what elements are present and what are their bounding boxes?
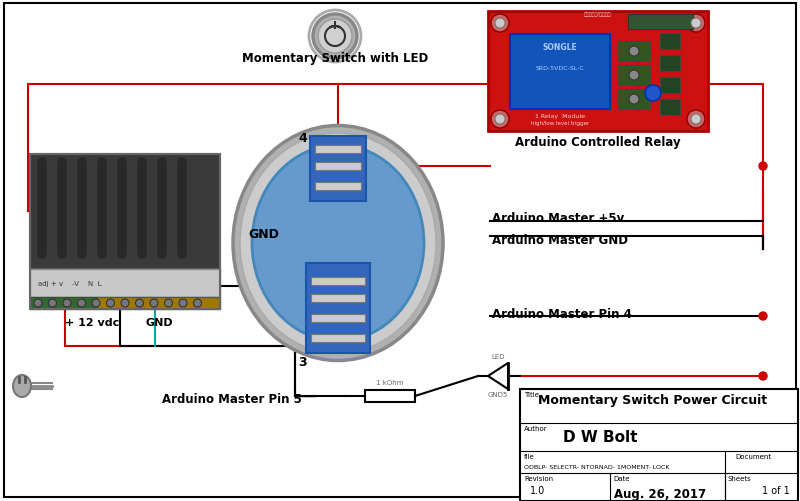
Bar [310,137,366,201]
Circle shape [629,47,639,57]
Circle shape [759,313,767,320]
Bar [488,12,708,132]
Text: adj + v    -V    N  L: adj + v -V N L [38,281,102,287]
Bar [311,295,365,303]
Bar [311,314,365,322]
Text: 4: 4 [298,132,306,145]
Text: Momentary Switch with LED: Momentary Switch with LED [242,52,428,65]
Text: Arduino Master Pin 5: Arduino Master Pin 5 [162,393,302,406]
Text: Sheets: Sheets [728,475,752,481]
Circle shape [135,300,143,308]
Bar [660,100,680,116]
Circle shape [629,71,639,81]
Bar [30,298,220,310]
Bar [660,78,680,94]
Text: SONGLE: SONGLE [542,43,578,52]
Text: GND: GND [145,317,173,327]
Bar [30,298,97,310]
Text: Document: Document [735,453,771,459]
Text: GND5: GND5 [488,391,508,397]
Ellipse shape [252,146,424,341]
Circle shape [318,20,352,54]
Circle shape [194,300,202,308]
Circle shape [78,300,86,308]
Text: LED: LED [491,353,505,359]
Circle shape [121,300,129,308]
Circle shape [759,163,767,171]
Text: ODBLP- SELECTR- NTORNAD- 1MOMENT- LOCK: ODBLP- SELECTR- NTORNAD- 1MOMENT- LOCK [524,464,670,469]
Circle shape [165,300,173,308]
Bar [520,389,798,501]
Text: + 12 vdc: + 12 vdc [65,317,119,327]
Text: Arduino Controlled Relay: Arduino Controlled Relay [515,136,681,149]
Circle shape [34,300,42,308]
Text: D W Bolt: D W Bolt [562,429,638,444]
Circle shape [491,15,509,33]
FancyBboxPatch shape [30,155,220,270]
Ellipse shape [240,134,436,353]
Circle shape [687,111,705,129]
Text: 1 kOhm: 1 kOhm [376,379,404,385]
Circle shape [106,300,114,308]
Circle shape [63,300,71,308]
Polygon shape [488,363,508,389]
Bar [660,56,680,72]
Bar [618,42,650,62]
Circle shape [49,300,57,308]
Text: 1 Relay  Module: 1 Relay Module [535,114,585,119]
Circle shape [691,115,701,125]
Circle shape [495,115,505,125]
Ellipse shape [13,375,31,397]
Circle shape [759,372,767,380]
Text: high/low level trigger: high/low level trigger [531,121,589,126]
Bar [311,334,365,342]
Circle shape [691,19,701,29]
Circle shape [645,86,661,102]
Circle shape [313,15,357,59]
Text: 1 of 1: 1 of 1 [762,485,790,495]
Text: file: file [524,453,534,459]
Text: GND: GND [248,227,279,240]
Text: Title: Title [524,391,539,397]
Text: Momentary Switch Power Circuit: Momentary Switch Power Circuit [538,393,767,406]
Bar [365,390,415,402]
Circle shape [687,15,705,33]
Bar [660,34,680,50]
Circle shape [179,300,187,308]
Text: Arduino Master GND: Arduino Master GND [492,233,628,246]
Text: 1.0: 1.0 [530,485,546,495]
Text: 水水水水水/水水水水: 水水水水水/水水水水 [584,12,612,17]
Bar [30,155,220,310]
Text: Revision: Revision [524,475,553,481]
Ellipse shape [233,126,443,361]
Circle shape [92,300,100,308]
Bar [315,163,361,171]
Circle shape [629,95,639,105]
Text: Author: Author [524,425,548,431]
Text: 3: 3 [298,355,306,368]
Bar [311,278,365,286]
Circle shape [150,300,158,308]
Bar [618,90,650,110]
Bar [306,264,370,353]
FancyBboxPatch shape [30,270,220,298]
Text: Aug. 26, 2017: Aug. 26, 2017 [614,487,706,500]
Text: Arduino Master +5v: Arduino Master +5v [492,212,624,225]
Text: Arduino Master Pin 4: Arduino Master Pin 4 [492,307,632,320]
Bar [315,146,361,154]
Bar [315,183,361,190]
Bar [510,35,610,110]
Text: Date: Date [613,475,630,481]
Circle shape [491,111,509,129]
Circle shape [495,19,505,29]
Text: SRD-5VDC-SL-C: SRD-5VDC-SL-C [536,66,584,71]
Bar [628,15,693,30]
Bar [618,66,650,86]
